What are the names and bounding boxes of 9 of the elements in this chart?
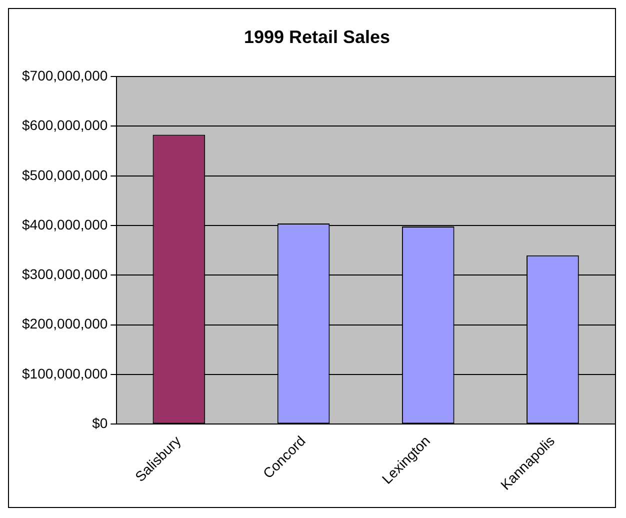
y-tick-label: $100,000,000 [22,365,108,382]
y-tick-label: $300,000,000 [22,266,108,282]
y-tick-label: $400,000,000 [22,216,108,232]
y-tick-label: $700,000,000 [22,67,108,84]
y-tick-label: $500,000,000 [22,166,108,183]
y-tick-label: $600,000,000 [22,117,108,134]
y-tick-label: $0 [92,414,108,431]
y-tick-label: $200,000,000 [22,316,108,332]
chart-title: 1999 Retail Sales [244,26,390,47]
